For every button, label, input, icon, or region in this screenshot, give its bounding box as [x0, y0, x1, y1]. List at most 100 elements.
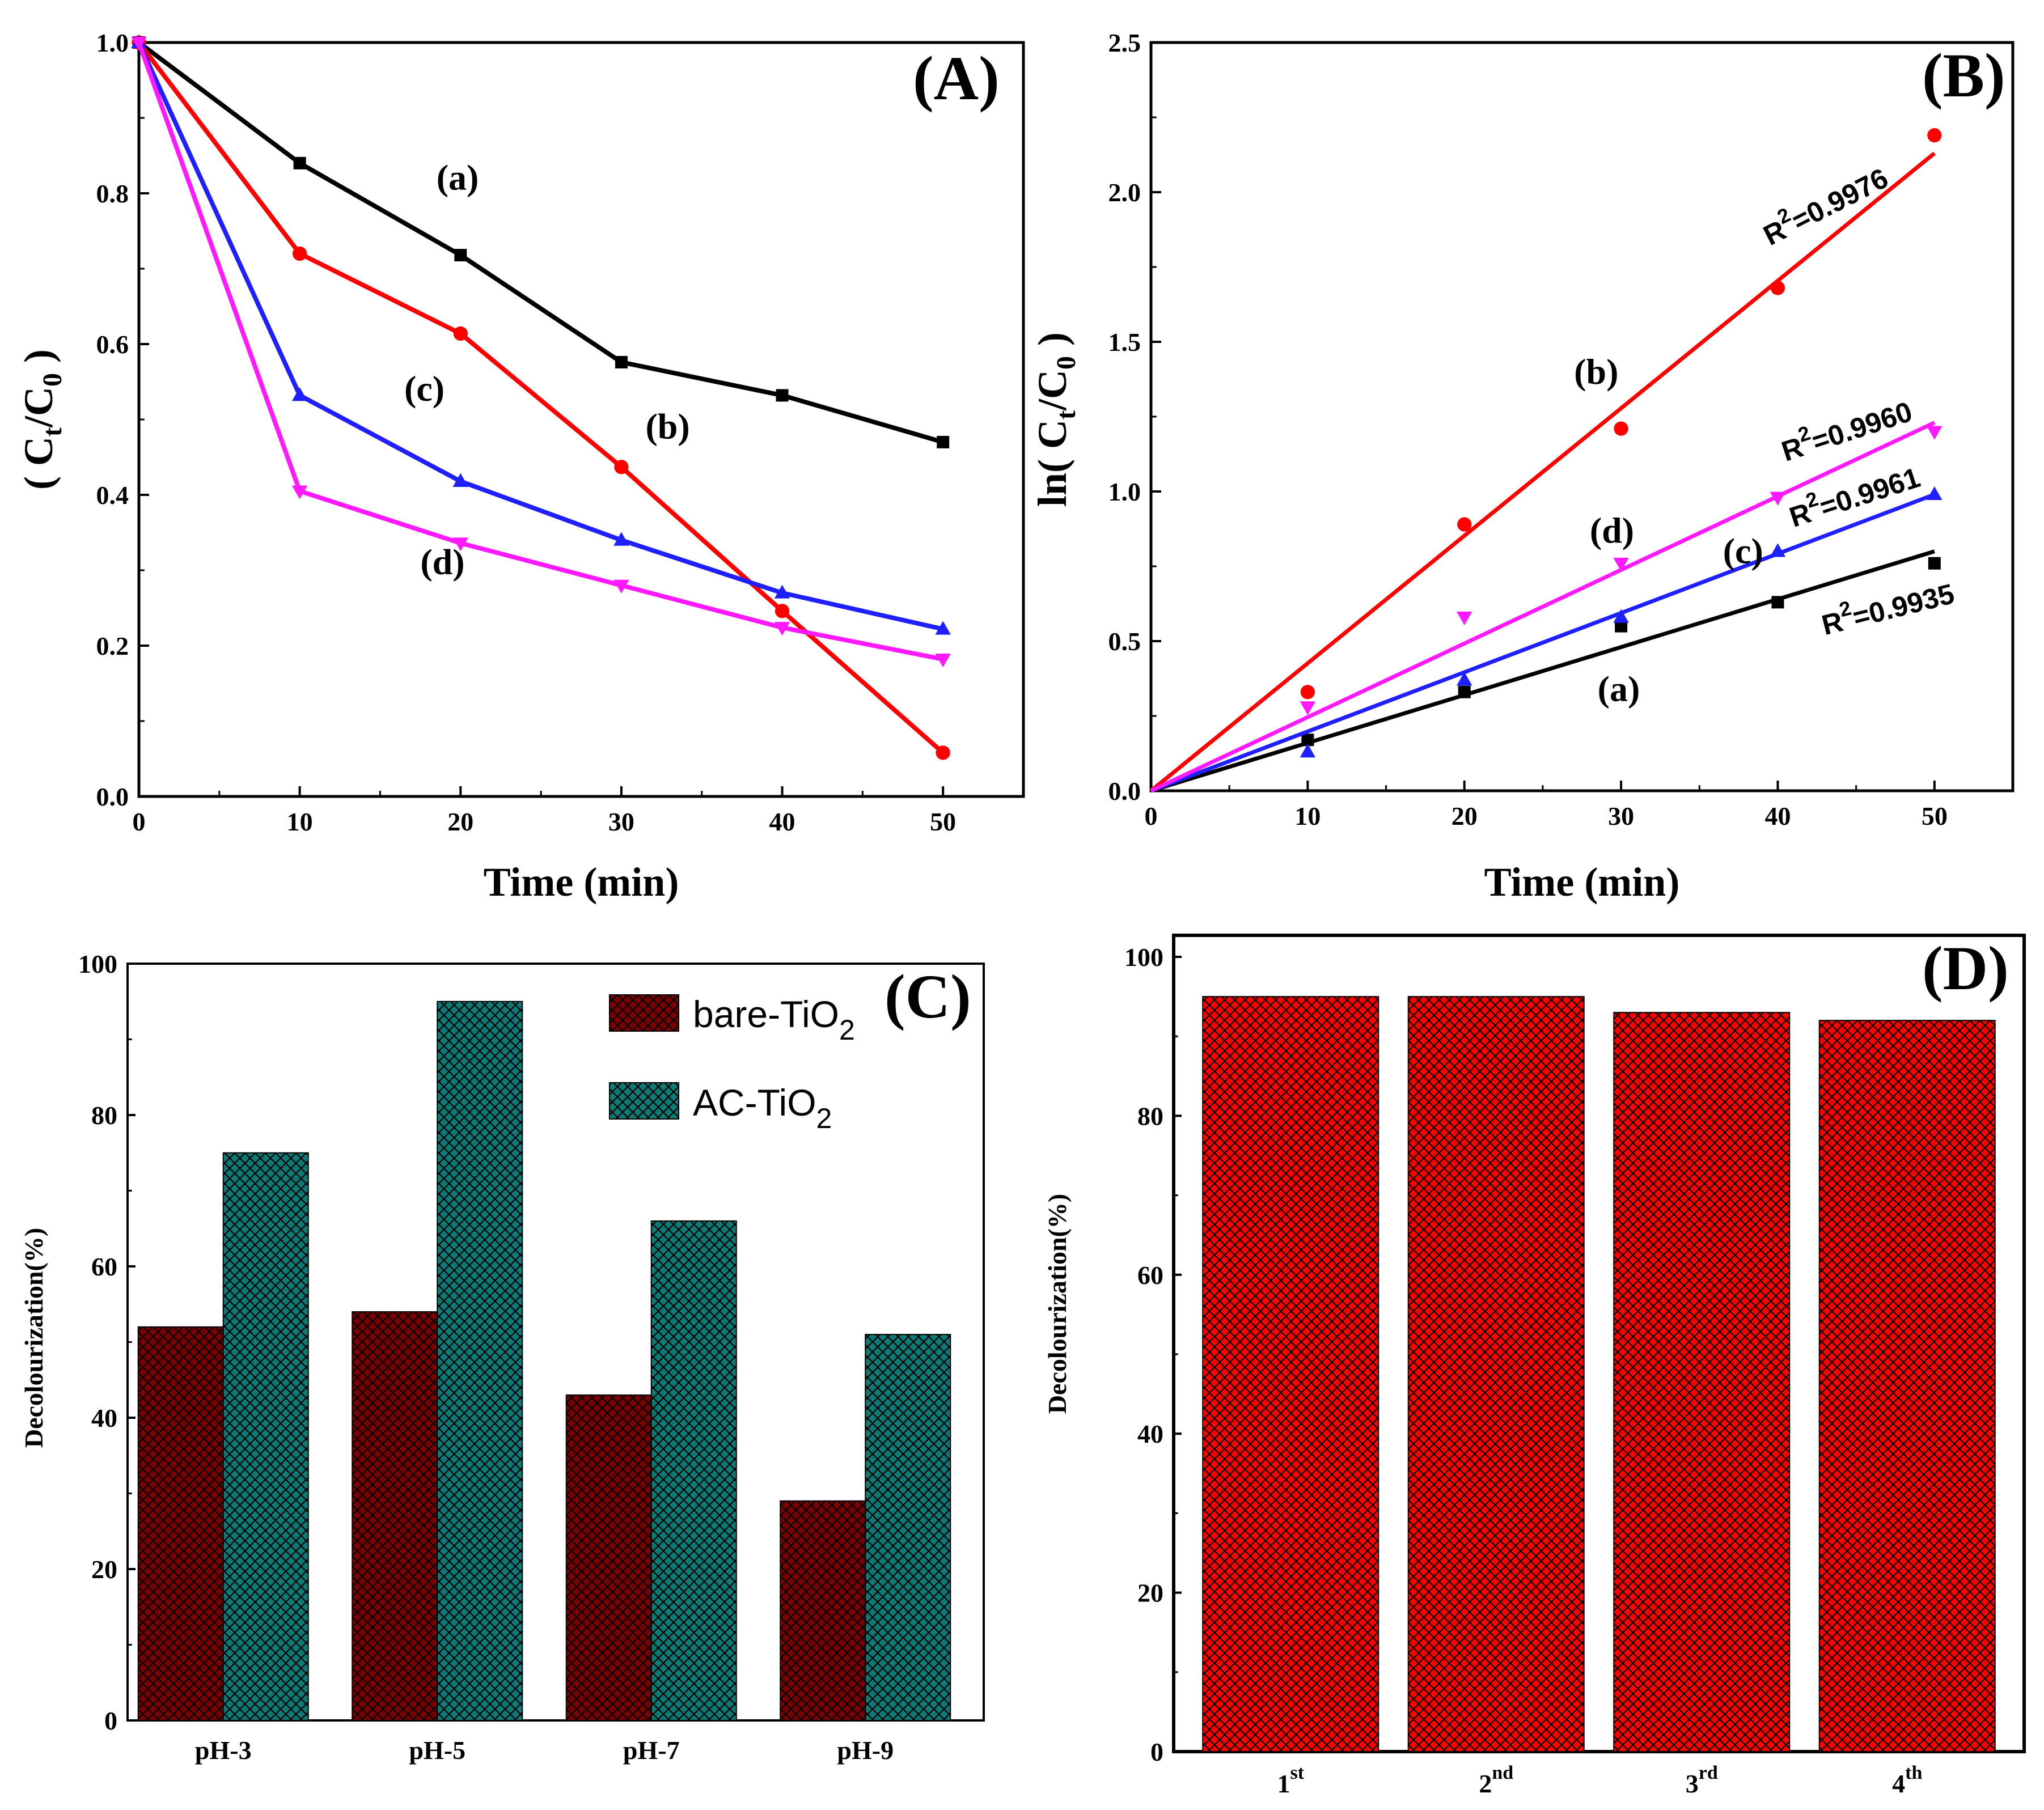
data-point — [776, 389, 789, 402]
curve-label: (a) — [437, 157, 479, 197]
y-axis-label: ln( Ct/C0 ) — [1030, 332, 1081, 507]
y-tick-label: 2.5 — [1108, 28, 1141, 57]
fit-line — [1150, 549, 1935, 793]
y-tick-label: 40 — [91, 1404, 117, 1432]
y-tick-label: 0.6 — [96, 330, 129, 359]
y-tick-label: 0.8 — [96, 179, 129, 208]
category-label: 4th — [1892, 1762, 1922, 1798]
data-point — [935, 654, 951, 668]
y-tick-label: 0 — [1150, 1737, 1163, 1766]
category-labels: 1st 2nd 3rd 4th — [1277, 1762, 1922, 1798]
y-tick-label: 60 — [91, 1252, 117, 1281]
category-label: 3rd — [1686, 1762, 1718, 1798]
series-line — [137, 41, 945, 754]
data-point — [1458, 685, 1471, 698]
x-tick-label: 20 — [447, 807, 473, 836]
x-tick-label: 0 — [1145, 802, 1158, 830]
data-point — [452, 537, 469, 552]
bar-bare-tio2 — [780, 1500, 866, 1722]
curve-label: (a) — [1598, 669, 1640, 709]
curve-labels: (a)R2=0.9935(b)R2=0.9976(c)R2=0.9961(d)R… — [1574, 162, 1957, 709]
data-point — [614, 460, 629, 474]
bar-ac-tio2 — [437, 1001, 523, 1721]
y-tick-label: 1.5 — [1108, 328, 1141, 357]
y-axis-ticks: 0 20 40 60 80 100 — [78, 949, 136, 1735]
legend: bare-TiO2 AC-TiO2 — [609, 993, 855, 1134]
y-tick-label: 0 — [104, 1706, 117, 1735]
panel-a: 0 10 20 30 40 50 0.0 0.2 0.4 0.6 0.8 1.0 (a) (b) (c)… — [16, 28, 1025, 905]
x-tick-label: 20 — [1451, 802, 1478, 830]
x-axis-ticks: 0 10 20 30 40 50 — [133, 786, 956, 836]
curve-label: (c) — [1723, 531, 1763, 571]
panel-label: (B) — [1922, 41, 2005, 110]
data-point — [774, 584, 790, 599]
y-axis-label: Decolourization(%) — [1043, 1194, 1072, 1414]
data-point — [775, 604, 790, 618]
data-point — [613, 532, 629, 546]
fit-line — [1150, 493, 1936, 793]
y-tick-label: 0.2 — [96, 631, 129, 660]
x-tick-label: 50 — [1922, 802, 1948, 830]
plot-frame — [1172, 934, 2026, 1753]
x-axis-label: Time (min) — [484, 859, 679, 905]
category-label: 1st — [1277, 1762, 1304, 1798]
panel-c: 0 20 40 60 80 100 pH-3 pH-5 pH-7 pH-9 (C) Decolo… — [19, 949, 985, 1765]
y-tick-label: 100 — [78, 949, 117, 978]
legend-label-ac: AC-TiO2 — [693, 1082, 832, 1134]
category-labels: pH-3 pH-5 pH-7 pH-9 — [195, 1736, 894, 1765]
y-tick-label: 80 — [91, 1101, 117, 1130]
data-point — [615, 355, 628, 368]
data-point — [454, 249, 467, 262]
y-tick-label: 2.0 — [1108, 178, 1141, 207]
bar-cycle — [1818, 1020, 1996, 1752]
x-tick-label: 10 — [1294, 802, 1321, 830]
series-line — [137, 40, 944, 444]
category-label: pH-7 — [623, 1736, 680, 1765]
y-axis-label: ( Ct/C0 ) — [16, 349, 67, 490]
curve-label: (d) — [420, 542, 464, 582]
data-point — [774, 622, 790, 636]
data-point — [1770, 543, 1786, 557]
category-label: pH-3 — [195, 1736, 252, 1765]
curve-labels: (a) (b) (c) (d) — [404, 157, 690, 582]
data-point — [1927, 426, 1943, 440]
data-point — [1928, 557, 1941, 570]
data-point — [1300, 744, 1316, 758]
y-tick-label: 0.0 — [1108, 777, 1141, 806]
r-squared-label: R2=0.9961 — [1783, 455, 1924, 533]
legend-swatch-ac — [609, 1082, 679, 1120]
bar-cycle — [1202, 996, 1379, 1752]
x-tick-label: 40 — [769, 807, 795, 836]
bars-group — [137, 1001, 951, 1722]
curve-label: (b) — [645, 406, 689, 446]
y-tick-label: 40 — [1137, 1419, 1163, 1448]
data-point — [1613, 557, 1629, 572]
data-point — [1770, 491, 1786, 506]
data-point — [936, 745, 950, 760]
x-axis-ticks: 0 10 20 30 40 50 — [1145, 781, 1948, 830]
series-group — [131, 34, 951, 760]
y-tick-label: 1.0 — [1108, 477, 1141, 506]
data-point — [292, 246, 307, 261]
data-point — [293, 156, 306, 169]
data-point — [1456, 611, 1472, 626]
panel-label: (D) — [1922, 934, 2009, 1003]
bar-ac-tio2 — [650, 1220, 737, 1721]
data-point — [291, 387, 308, 401]
data-point — [1301, 734, 1314, 747]
legend-label-bare: bare-TiO2 — [693, 993, 855, 1046]
y-tick-label: 60 — [1137, 1261, 1163, 1290]
panel-b: 0 10 20 30 40 50 0.0 0.5 1.0 1.5 2.0 2.5 (a) R2=0.9… — [1030, 28, 2015, 905]
y-tick-label: 20 — [1137, 1579, 1163, 1608]
panel-label: (C) — [885, 962, 971, 1031]
y-axis-ticks: 0.0 0.2 0.4 0.6 0.8 1.0 — [96, 28, 149, 811]
x-tick-label: 50 — [930, 807, 956, 836]
data-point — [452, 473, 469, 487]
data-point — [1457, 517, 1472, 532]
data-point — [1300, 701, 1316, 715]
data-point — [453, 326, 468, 341]
y-tick-label: 0.0 — [96, 782, 129, 811]
data-point — [1770, 281, 1785, 295]
bar-ac-tio2 — [865, 1334, 951, 1721]
data-point — [1614, 421, 1628, 436]
